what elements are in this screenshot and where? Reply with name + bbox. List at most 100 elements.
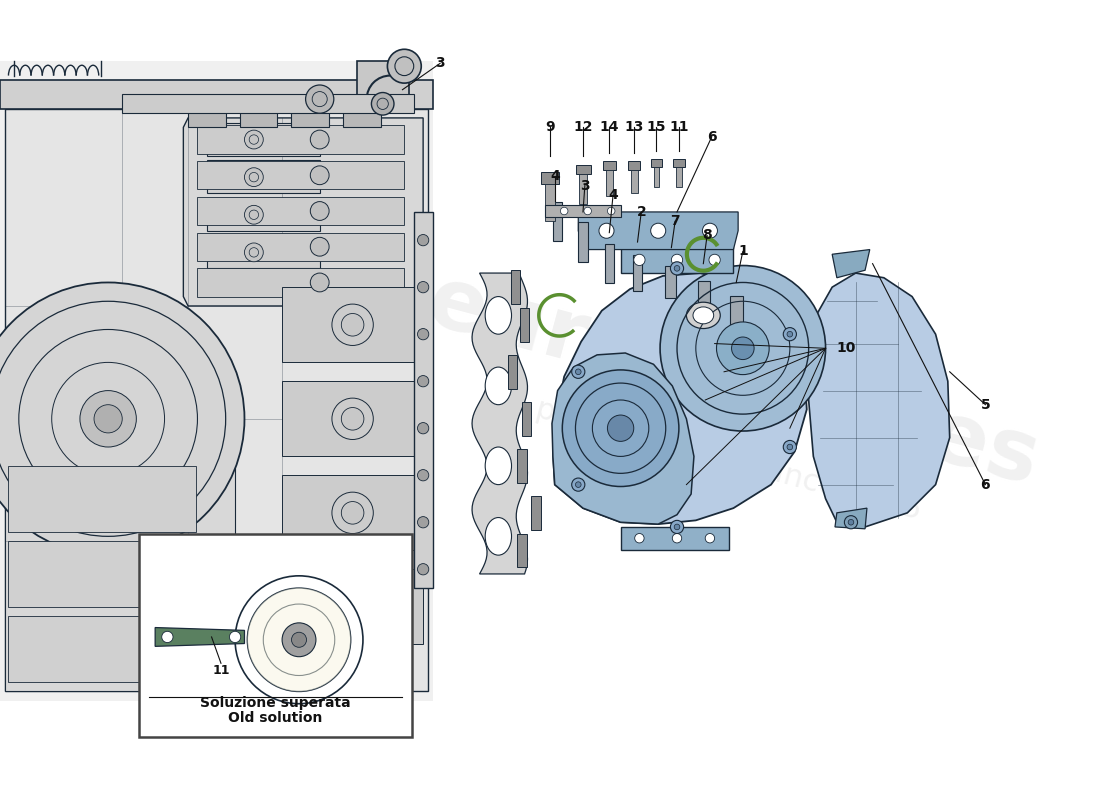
Text: 14: 14 bbox=[600, 120, 619, 134]
Polygon shape bbox=[155, 627, 244, 646]
Bar bbox=[673, 159, 684, 167]
Bar bbox=[631, 170, 638, 193]
Circle shape bbox=[674, 524, 680, 530]
Bar bbox=[576, 165, 591, 174]
Text: 10: 10 bbox=[837, 342, 856, 355]
Bar bbox=[553, 202, 562, 241]
Bar bbox=[282, 475, 424, 550]
Text: 2: 2 bbox=[637, 205, 646, 219]
Bar bbox=[520, 308, 529, 342]
Bar bbox=[606, 170, 613, 196]
Circle shape bbox=[244, 243, 263, 262]
Bar bbox=[517, 534, 527, 567]
Circle shape bbox=[703, 223, 717, 238]
Circle shape bbox=[607, 415, 634, 442]
Circle shape bbox=[341, 407, 364, 430]
Bar bbox=[620, 527, 728, 550]
Text: 3: 3 bbox=[436, 56, 444, 70]
Circle shape bbox=[306, 85, 333, 114]
Circle shape bbox=[635, 534, 645, 543]
Circle shape bbox=[418, 422, 429, 434]
Bar bbox=[546, 184, 554, 222]
Bar bbox=[653, 167, 659, 187]
Circle shape bbox=[418, 375, 429, 387]
Circle shape bbox=[310, 130, 329, 149]
Text: Old solution: Old solution bbox=[229, 711, 322, 725]
Circle shape bbox=[575, 482, 581, 487]
Circle shape bbox=[848, 519, 854, 525]
Bar bbox=[531, 496, 541, 530]
Circle shape bbox=[230, 631, 241, 642]
Polygon shape bbox=[553, 273, 806, 524]
Polygon shape bbox=[579, 212, 738, 250]
Circle shape bbox=[387, 50, 421, 83]
Bar bbox=[240, 104, 277, 127]
Circle shape bbox=[660, 266, 826, 431]
Circle shape bbox=[674, 266, 680, 271]
Bar bbox=[579, 222, 587, 262]
Polygon shape bbox=[835, 508, 867, 529]
Bar bbox=[580, 174, 586, 205]
Text: 9: 9 bbox=[546, 120, 554, 134]
Circle shape bbox=[607, 207, 615, 214]
Bar bbox=[207, 235, 320, 268]
Circle shape bbox=[341, 314, 364, 336]
Circle shape bbox=[572, 478, 585, 491]
Circle shape bbox=[670, 262, 683, 275]
Bar bbox=[620, 246, 734, 273]
Circle shape bbox=[310, 273, 329, 292]
Circle shape bbox=[248, 588, 351, 691]
Polygon shape bbox=[552, 353, 694, 524]
Bar bbox=[651, 159, 662, 167]
Bar bbox=[292, 104, 329, 127]
Text: 4: 4 bbox=[608, 188, 618, 202]
Bar bbox=[508, 355, 517, 389]
Ellipse shape bbox=[693, 307, 714, 324]
Circle shape bbox=[341, 595, 364, 618]
Bar bbox=[198, 161, 405, 190]
Bar bbox=[605, 244, 614, 283]
Bar bbox=[188, 104, 226, 127]
Text: 3: 3 bbox=[580, 178, 590, 193]
Ellipse shape bbox=[485, 297, 512, 334]
Text: 11: 11 bbox=[212, 664, 230, 678]
Circle shape bbox=[418, 282, 429, 293]
Bar bbox=[358, 62, 409, 99]
Bar bbox=[632, 255, 642, 291]
Circle shape bbox=[716, 322, 769, 374]
Bar bbox=[207, 122, 320, 155]
Bar bbox=[198, 126, 405, 154]
Text: 6: 6 bbox=[980, 478, 990, 492]
Bar bbox=[198, 268, 405, 297]
Bar bbox=[541, 173, 560, 184]
Bar bbox=[628, 161, 640, 170]
Polygon shape bbox=[414, 212, 432, 588]
Polygon shape bbox=[4, 109, 428, 691]
Circle shape bbox=[418, 470, 429, 481]
Circle shape bbox=[672, 534, 682, 543]
Circle shape bbox=[786, 331, 793, 337]
Polygon shape bbox=[808, 273, 949, 527]
Circle shape bbox=[418, 329, 429, 340]
Bar bbox=[282, 287, 424, 362]
Bar bbox=[8, 616, 196, 682]
Ellipse shape bbox=[485, 367, 512, 405]
Text: 4: 4 bbox=[550, 170, 560, 183]
Bar bbox=[517, 449, 527, 482]
Circle shape bbox=[671, 254, 683, 266]
Bar bbox=[729, 296, 743, 326]
Text: eurosportres: eurosportres bbox=[419, 260, 1048, 502]
Bar bbox=[207, 160, 320, 193]
Bar bbox=[664, 266, 676, 298]
Bar bbox=[198, 197, 405, 225]
Text: 7: 7 bbox=[670, 214, 680, 228]
Circle shape bbox=[244, 130, 263, 149]
Text: 12: 12 bbox=[573, 120, 593, 134]
Bar bbox=[603, 161, 616, 170]
Circle shape bbox=[651, 223, 666, 238]
Text: 1: 1 bbox=[738, 245, 748, 258]
Circle shape bbox=[560, 207, 568, 214]
Circle shape bbox=[418, 234, 429, 246]
Polygon shape bbox=[184, 118, 424, 306]
Ellipse shape bbox=[686, 302, 720, 329]
